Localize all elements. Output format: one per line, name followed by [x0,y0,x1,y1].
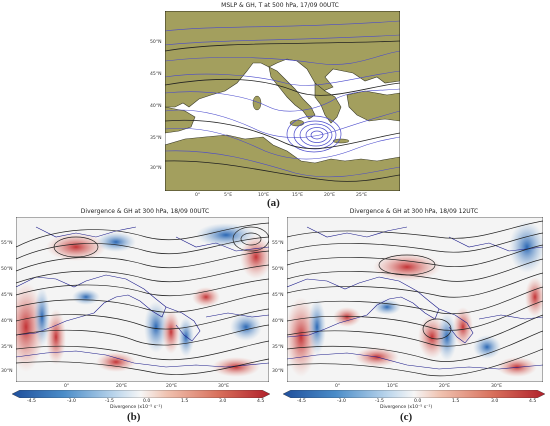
lon-tick: 10°E [387,384,399,389]
colorbar-tick: -4.5 [27,399,36,404]
panel-a-map [165,11,400,191]
lat-tick: 35°N [1,345,13,350]
lat-tick: 30°N [150,166,162,171]
colorbar-label: Divergence (x10⁻⁵ s⁻¹) [110,405,163,410]
panel-a: MSLP & GH, T at 500 hPa, 17/09 00UTC [0,0,550,209]
panel-b-map [16,217,269,382]
panel-b-colorbar [12,390,270,398]
lat-tick: 45°N [150,72,162,77]
colorbar-tick: -3.0 [67,399,76,404]
turkey-land [346,90,400,122]
isobars [165,20,400,178]
lon-tick: 20°E [439,384,451,389]
coastlines [16,226,269,368]
panel-c-colorbar [283,390,545,398]
lat-tick: 30°N [272,369,284,374]
colorbar-tick: 0.0 [414,399,422,404]
panel-b: Divergence & GH at 300 hPa, 18/09 00UTC [0,205,275,426]
lon-tick: 10°E [258,193,270,198]
lon-tick: 5°E [224,193,233,198]
lat-tick: 45°N [1,293,13,298]
lat-tick: 30°N [1,369,13,374]
lon-tick: 25°E [356,193,368,198]
colorbar-tick: 4.5 [257,399,265,404]
gh-contours [165,40,400,182]
colorbar-tick: 3.0 [491,399,499,404]
colorbar-tick: -4.5 [297,399,306,404]
lat-tick: 35°N [150,136,162,141]
panel-b-label: (b) [127,411,141,423]
lon-tick: 0° [195,193,201,198]
lon-tick: 30°E [491,384,503,389]
panel-c-label: (c) [400,411,413,423]
colorbar-tick: -1.5 [105,399,114,404]
panel-c: Divergence & GH at 300 hPa, 18/09 12UTC [272,205,550,426]
lon-tick: 20°E [116,384,128,389]
lat-tick: 50°N [272,267,284,272]
panel-a-title: MSLP & GH, T at 500 hPa, 17/09 00UTC [221,2,339,9]
lat-tick: 50°N [150,40,162,45]
lat-tick: 40°N [150,104,162,109]
lat-tick: 40°N [1,319,13,324]
panel-a-label: (a) [267,197,280,209]
gh-contours [287,220,543,377]
lat-tick: 55°N [272,241,284,246]
italy-land [268,66,316,120]
colorbar-tick: 0.0 [143,399,151,404]
lon-tick: 20°E [324,193,336,198]
lon-tick: 20°E [166,384,178,389]
lon-tick: 0° [335,384,341,389]
colorbar-tick: 1.5 [181,399,189,404]
cyclone-rings [286,115,342,153]
coastlines [287,226,543,370]
north-africa-land [165,134,400,191]
lat-tick: 40°N [272,319,284,324]
colorbar-tick: 4.5 [529,399,537,404]
colorbar-tick: -3.0 [337,399,346,404]
lat-tick: 45°N [272,293,284,298]
lat-tick: 55°N [1,241,13,246]
colorbar-tick: 3.0 [219,399,227,404]
lon-tick: 0° [64,384,70,389]
lat-tick: 50°N [1,267,13,272]
lon-tick: 15°E [292,193,304,198]
lat-tick: 35°N [272,345,284,350]
crete [332,138,350,144]
colorbar-tick: 1.5 [452,399,460,404]
lon-tick: 30°E [218,384,230,389]
gh-contours [16,222,269,375]
colorbar-tick: -1.5 [375,399,384,404]
panel-c-map [287,217,543,382]
panel-c-title: Divergence & GH at 300 hPa, 18/09 12UTC [349,208,479,215]
colorbar-label: Divergence (x10⁻⁵ s⁻¹) [380,405,433,410]
sardinia [252,95,262,111]
panel-b-title: Divergence & GH at 300 hPa, 18/09 00UTC [80,208,210,215]
